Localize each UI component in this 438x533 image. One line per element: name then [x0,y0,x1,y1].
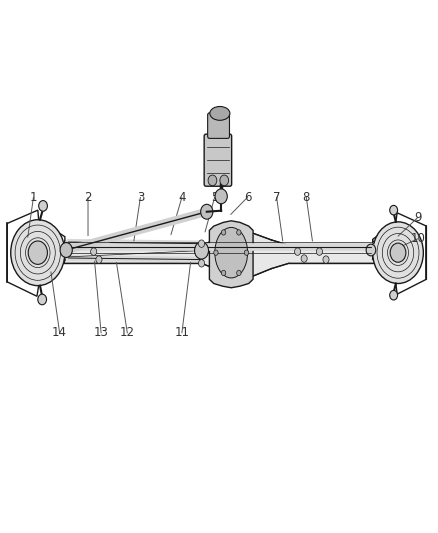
Circle shape [198,260,205,267]
Circle shape [237,230,241,235]
Text: 8: 8 [303,191,310,204]
Text: 12: 12 [120,326,135,340]
Circle shape [237,270,241,276]
Text: 10: 10 [410,232,425,245]
Circle shape [294,248,300,255]
Circle shape [28,241,47,264]
Text: 7: 7 [273,191,280,204]
Circle shape [201,204,213,219]
Text: 5: 5 [211,191,218,204]
Circle shape [390,290,398,300]
Circle shape [373,222,424,284]
Text: 9: 9 [414,211,421,224]
Circle shape [323,256,329,263]
Circle shape [244,250,249,255]
Text: 2: 2 [84,191,92,204]
Circle shape [194,242,208,259]
Circle shape [60,243,72,257]
Ellipse shape [210,107,230,120]
Circle shape [220,175,229,185]
Polygon shape [209,221,253,288]
Text: 1: 1 [30,191,37,204]
Circle shape [366,244,376,256]
Circle shape [61,244,71,256]
Circle shape [214,250,218,255]
FancyBboxPatch shape [208,113,230,139]
Circle shape [208,175,217,185]
FancyBboxPatch shape [204,134,232,186]
Circle shape [390,243,406,262]
Circle shape [215,189,227,204]
Text: 3: 3 [137,191,144,204]
Circle shape [316,248,322,255]
Circle shape [221,230,226,235]
Circle shape [96,256,102,263]
Text: 11: 11 [174,326,189,340]
Circle shape [390,205,398,215]
Circle shape [38,294,46,305]
Polygon shape [64,230,381,279]
Circle shape [301,255,307,262]
Circle shape [39,200,47,211]
Circle shape [221,270,226,276]
Text: 4: 4 [178,191,186,204]
Text: 13: 13 [94,326,109,340]
Text: 14: 14 [52,326,67,340]
Circle shape [11,220,65,286]
Circle shape [91,248,97,255]
Text: 6: 6 [244,191,251,204]
Ellipse shape [215,228,247,278]
Circle shape [198,240,205,247]
